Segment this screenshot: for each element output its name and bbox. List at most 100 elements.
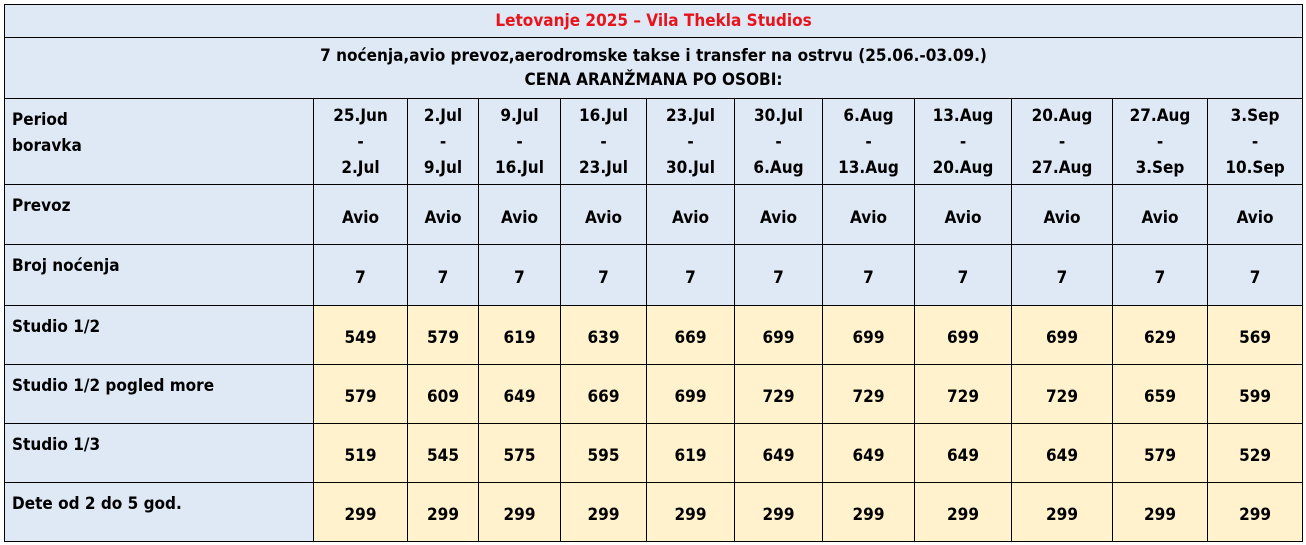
price-cell: 599 [1206, 363, 1304, 424]
period-to: 10.Sep [1225, 157, 1285, 178]
period-to: 13.Aug [838, 157, 899, 178]
transport-cell: Avio [1011, 184, 1113, 246]
price-row: Dete od 2 do 5 god. 299 299 299 299 299 299 299… [4, 481, 1304, 543]
nights-cell: 7 [646, 244, 735, 306]
price-row: Studio 1/2 549 579 619 639 669 699 699 699 699 629… [4, 304, 1304, 365]
price-cell: 649 [1011, 422, 1113, 483]
subtitle-row: 7 noćenja,avio prevoz,aerodromske takse … [3, 37, 1304, 100]
table-subtitle: 7 noćenja,avio prevoz,aerodromske takse … [3, 37, 1304, 100]
nights-cell: 7 [560, 244, 647, 306]
price-cell: 629 [1112, 304, 1208, 365]
price-cell: 299 [407, 481, 479, 543]
transport-label: Prevoz [4, 184, 314, 246]
period-from: 25.Jun [333, 105, 388, 126]
room-type-label: Dete od 2 do 5 god. [4, 481, 314, 543]
subtitle-line-1: 7 noćenja,avio prevoz,aerodromske takse … [320, 46, 987, 67]
price-cell: 579 [1112, 422, 1208, 483]
nights-cell: 7 [1206, 244, 1304, 306]
room-type-label: Studio 1/2 [4, 304, 314, 365]
period-from: 3.Sep [1230, 105, 1280, 126]
nights-cell: 7 [734, 244, 823, 306]
period-label-line-1: Period [12, 110, 68, 131]
price-cell: 699 [734, 304, 823, 365]
transport-cell: Avio [1206, 184, 1304, 246]
price-cell: 619 [646, 422, 735, 483]
period-dash: - [1156, 131, 1164, 152]
period-to: 16.Jul [495, 157, 544, 178]
price-row: Studio 1/3 519 545 575 595 619 649 649 649 649 579… [4, 422, 1304, 483]
transport-cell: Avio [646, 184, 735, 246]
period-from: 30.Jul [754, 105, 803, 126]
period-from: 9.Jul [500, 105, 539, 126]
period-dash: - [439, 131, 447, 152]
price-cell: 699 [1011, 304, 1113, 365]
period-cell: 16.Jul - 23.Jul [560, 98, 647, 186]
price-cell: 669 [646, 304, 735, 365]
nights-cell: 7 [478, 244, 561, 306]
transport-cell: Avio [734, 184, 823, 246]
period-label: Period boravka [4, 98, 314, 186]
period-cell: 23.Jul - 30.Jul [646, 98, 735, 186]
price-cell: 299 [313, 481, 408, 543]
price-cell: 299 [1206, 481, 1304, 543]
period-row: Period boravka 25.Jun -2.Jul 2.Jul - 9.Jul 9.… [4, 98, 1304, 186]
period-from: 23.Jul [666, 105, 715, 126]
price-cell: 299 [560, 481, 647, 543]
period-cell: 3.Sep - 10.Sep [1206, 98, 1304, 186]
price-cell: 659 [1112, 363, 1208, 424]
period-to: 23.Jul [579, 157, 628, 178]
period-dash: - [1058, 131, 1066, 152]
transport-cell: Avio [822, 184, 915, 246]
price-cell: 299 [646, 481, 735, 543]
period-cell: 27.Aug - 3.Sep [1112, 98, 1208, 186]
period-cell: 20.Aug - 27.Aug [1011, 98, 1113, 186]
transport-row: Prevoz Avio Avio Avio Avio Avio Avio Avio Avio A… [4, 184, 1304, 246]
period-from: 20.Aug [1031, 105, 1093, 126]
period-cell: 25.Jun - 2.Jul [313, 98, 408, 186]
transport-cell: Avio [478, 184, 561, 246]
title-row: Letovanje 2025 – Vila Thekla Studios [3, 3, 1304, 39]
period-from: 13.Aug [932, 105, 994, 126]
transport-cell: Avio [914, 184, 1012, 246]
transport-cell: Avio [407, 184, 479, 246]
price-cell: 609 [407, 363, 479, 424]
room-type-label: Studio 1/3 [4, 422, 314, 483]
period-to: 20.Aug [932, 157, 994, 178]
price-cell: 299 [822, 481, 915, 543]
price-cell: 575 [478, 422, 561, 483]
period-to: 30.Jul [666, 157, 715, 178]
period-from: 16.Jul [579, 105, 628, 126]
price-cell: 619 [478, 304, 561, 365]
period-to: 27.Aug [1031, 157, 1093, 178]
price-table: Letovanje 2025 – Vila Thekla Studios 7 n… [3, 3, 1304, 543]
table-title: Letovanje 2025 – Vila Thekla Studios [3, 3, 1304, 39]
price-cell: 639 [560, 304, 647, 365]
transport-cell: Avio [560, 184, 647, 246]
price-cell: 299 [914, 481, 1012, 543]
period-cell: 6.Aug - 13.Aug [822, 98, 915, 186]
price-cell: 649 [914, 422, 1012, 483]
price-cell: 699 [914, 304, 1012, 365]
price-cell: 545 [407, 422, 479, 483]
period-dash: - [516, 131, 523, 152]
price-cell: 299 [1011, 481, 1113, 543]
period-dash: - [687, 131, 694, 152]
transport-cell: Avio [1112, 184, 1208, 246]
price-cell: 595 [560, 422, 647, 483]
price-cell: 549 [313, 304, 408, 365]
transport-cell: Avio [313, 184, 408, 246]
period-dash: - [775, 131, 782, 152]
price-cell: 729 [1011, 363, 1113, 424]
price-cell: 729 [734, 363, 823, 424]
period-label-line-2: boravka [12, 136, 82, 157]
period-cell: 13.Aug - 20.Aug [914, 98, 1012, 186]
nights-label: Broj noćenja [4, 244, 314, 306]
nights-cell: 7 [822, 244, 915, 306]
price-cell: 519 [313, 422, 408, 483]
period-cell: 9.Jul - 16.Jul [478, 98, 561, 186]
price-cell: 569 [1206, 304, 1304, 365]
period-to: 3.Sep [1135, 157, 1185, 178]
price-row: Studio 1/2 pogled more 579 609 649 669 699 729… [4, 363, 1304, 424]
period-to: 2.Jul [341, 157, 380, 178]
